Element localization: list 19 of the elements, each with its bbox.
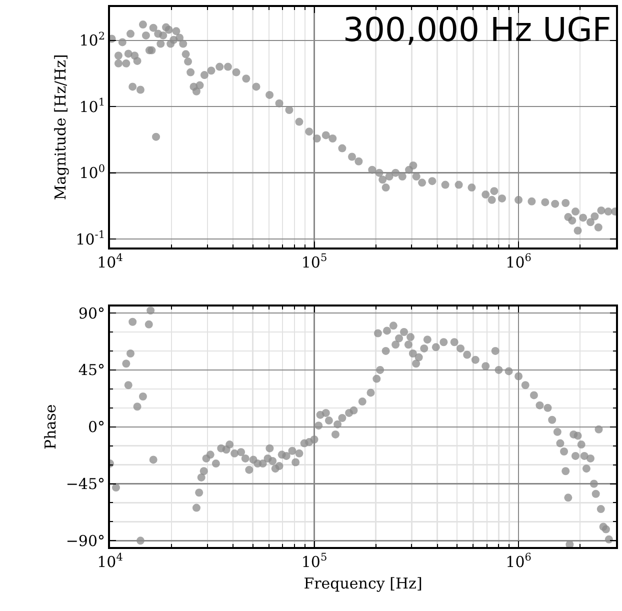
y-tick-label: 90° — [78, 304, 105, 322]
x-tick-label: 10$^{5}$ — [301, 552, 328, 571]
x-axis-title: Frequency [Hz] — [304, 574, 422, 592]
y-tick-label: 0° — [88, 418, 105, 436]
chart-title: 300,000 Hz UGF — [343, 10, 612, 49]
y-axis-title: Magnitude [Hz/Hz] — [51, 54, 70, 200]
y-tick-label: 10$^{1}$ — [79, 96, 105, 116]
x-tick-label: 10$^{4}$ — [97, 552, 124, 571]
x-tick-label: 10$^{6}$ — [506, 552, 532, 571]
y-tick-label: −45° — [66, 475, 105, 494]
y-axis-title: Phase — [42, 404, 60, 450]
x-tick-label: 10$^{4}$ — [97, 252, 124, 272]
y-tick-label: 10$^{-1}$ — [76, 228, 105, 248]
y-tick-label: 10$^{2}$ — [79, 30, 105, 50]
x-tick-label: 10$^{5}$ — [301, 252, 328, 272]
x-tick-label: 10$^{6}$ — [506, 252, 532, 272]
y-tick-label: 10$^{0}$ — [79, 162, 105, 182]
y-tick-label: 45° — [78, 361, 105, 380]
y-tick-label: −90° — [66, 532, 105, 550]
